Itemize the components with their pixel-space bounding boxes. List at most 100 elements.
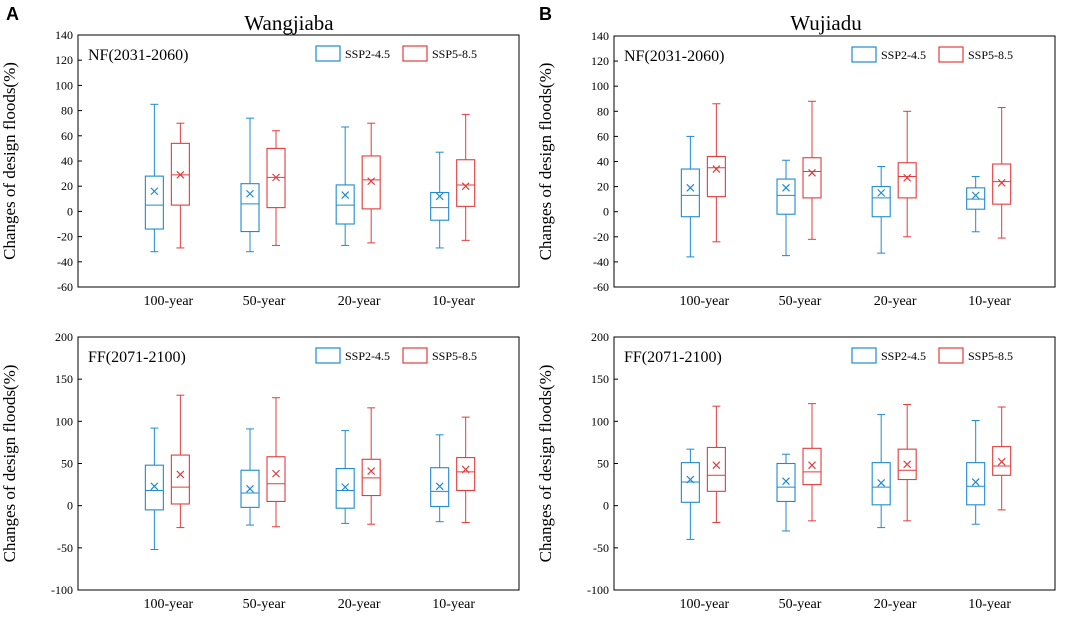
box-ssp585-20-year xyxy=(897,403,917,522)
mean-marker xyxy=(808,168,816,177)
box-ssp245-100-year xyxy=(144,103,164,253)
panel-letter-a: A xyxy=(6,4,19,24)
x-category-label: 10-year xyxy=(968,597,1011,612)
mean-marker xyxy=(877,478,886,487)
box-ssp245-50-year xyxy=(776,453,796,532)
y-tick-label: 20 xyxy=(61,179,73,193)
box-ssp585-50-year xyxy=(266,397,286,528)
mean-marker xyxy=(782,183,790,192)
box-ssp245-20-year xyxy=(871,414,891,529)
period-label: FF(2071-2100) xyxy=(88,349,186,366)
y-axis-label: Changes of design floods(%) xyxy=(536,365,555,563)
box-ssp585-100-year xyxy=(706,103,726,243)
legend-swatch-ssp585 xyxy=(938,46,964,63)
iqr-box xyxy=(430,191,450,221)
box-ssp245-100-year xyxy=(680,448,700,540)
x-category-label: 100-year xyxy=(143,294,193,309)
mean-marker xyxy=(971,191,980,200)
y-tick-label: -40 xyxy=(593,255,609,269)
legend-swatch-ssp245 xyxy=(315,45,341,62)
y-tick-label: 150 xyxy=(55,372,73,386)
iqr-box xyxy=(706,155,726,198)
chart-wangjiaba-ff: -100 -50 0 50 100 150 200 Changes of design flo… xyxy=(0,330,520,612)
x-category-label: 50-year xyxy=(779,294,822,309)
legend-swatch-ssp245 xyxy=(315,347,341,364)
box-ssp245-10-year xyxy=(430,151,450,249)
box-ssp585-20-year xyxy=(361,122,381,244)
legend-swatch-ssp585 xyxy=(402,45,428,62)
y-tick-label: 120 xyxy=(591,54,609,68)
box-ssp585-20-year xyxy=(897,110,917,238)
y-tick-label: 60 xyxy=(597,129,609,143)
iqr-box xyxy=(335,184,355,225)
y-tick-label: 40 xyxy=(597,155,609,169)
y-tick-label: 60 xyxy=(61,129,73,143)
y-tick-label: -60 xyxy=(593,280,609,294)
y-tick-label: 80 xyxy=(597,104,609,118)
mean-marker xyxy=(367,177,376,186)
panel-title-b: Wujiadu xyxy=(790,11,862,35)
box-ssp245-10-year xyxy=(966,176,986,233)
box-ssp245-10-year xyxy=(966,419,986,525)
x-category-label: 20-year xyxy=(874,597,917,612)
iqr-box xyxy=(992,163,1012,205)
y-tick-label: 100 xyxy=(55,414,73,428)
box-ssp585-50-year xyxy=(266,130,286,246)
mean-marker xyxy=(712,461,721,470)
mean-marker xyxy=(246,484,254,493)
mean-marker xyxy=(176,470,185,479)
y-tick-label: -60 xyxy=(57,280,73,294)
y-axis-label: Changes of design floods(%) xyxy=(0,62,19,260)
y-tick-label: 0 xyxy=(603,205,609,219)
mean-marker xyxy=(461,465,470,474)
iqr-box xyxy=(776,462,796,503)
chart-wujiadu-nf: -60 -40 -20 0 20 40 60 80 100 120 140 Changes of de… xyxy=(536,29,1056,309)
y-tick-label: 200 xyxy=(55,330,73,344)
mean-marker xyxy=(246,189,254,198)
y-tick-label: 140 xyxy=(591,29,609,43)
y-tick-label: 100 xyxy=(55,78,73,92)
y-tick-label: -100 xyxy=(51,583,73,597)
iqr-box xyxy=(240,183,260,233)
chart-wangjiaba-nf: -60 -40 -20 0 20 40 60 80 100 120 140 Changes of de… xyxy=(0,28,520,309)
box-ssp585-100-year xyxy=(706,405,726,524)
iqr-box xyxy=(802,447,822,486)
mean-marker xyxy=(971,478,980,486)
legend-label-ssp245: SSP2-4.5 xyxy=(881,349,926,363)
box-ssp585-100-year xyxy=(170,122,190,249)
box-ssp245-10-year xyxy=(430,434,450,523)
mean-marker xyxy=(150,482,159,491)
x-category-label: 50-year xyxy=(243,294,286,309)
x-category-label: 50-year xyxy=(779,597,822,612)
legend-label-ssp245: SSP2-4.5 xyxy=(345,47,390,61)
iqr-box xyxy=(266,456,286,502)
iqr-box xyxy=(776,178,796,215)
legend-label-ssp245: SSP2-4.5 xyxy=(345,349,390,363)
legend-label-ssp585: SSP5-8.5 xyxy=(968,349,1013,363)
box-ssp585-50-year xyxy=(802,100,822,240)
box-ssp585-100-year xyxy=(170,394,190,529)
x-category-label: 20-year xyxy=(874,294,917,309)
y-tick-label: 0 xyxy=(603,499,609,513)
iqr-box xyxy=(456,159,476,207)
y-tick-label: -20 xyxy=(593,230,609,244)
iqr-box xyxy=(897,162,917,199)
iqr-box xyxy=(871,186,891,218)
y-tick-label: 200 xyxy=(591,330,609,344)
y-tick-label: 50 xyxy=(597,457,609,471)
legend-swatch-ssp585 xyxy=(938,347,964,364)
panel-title-a: Wangjiaba xyxy=(244,11,334,35)
mean-marker xyxy=(686,183,695,192)
period-label: FF(2071-2100) xyxy=(624,349,722,366)
mean-marker xyxy=(997,178,1006,187)
x-category-label: 100-year xyxy=(143,597,193,612)
mean-marker xyxy=(435,482,444,491)
legend-swatch-ssp585 xyxy=(402,347,428,364)
y-tick-label: 50 xyxy=(61,457,73,471)
x-category-label: 20-year xyxy=(338,597,381,612)
mean-marker xyxy=(341,483,350,492)
y-tick-label: -20 xyxy=(57,230,73,244)
iqr-box xyxy=(966,462,986,506)
mean-marker xyxy=(435,192,444,201)
y-tick-label: 0 xyxy=(67,499,73,513)
